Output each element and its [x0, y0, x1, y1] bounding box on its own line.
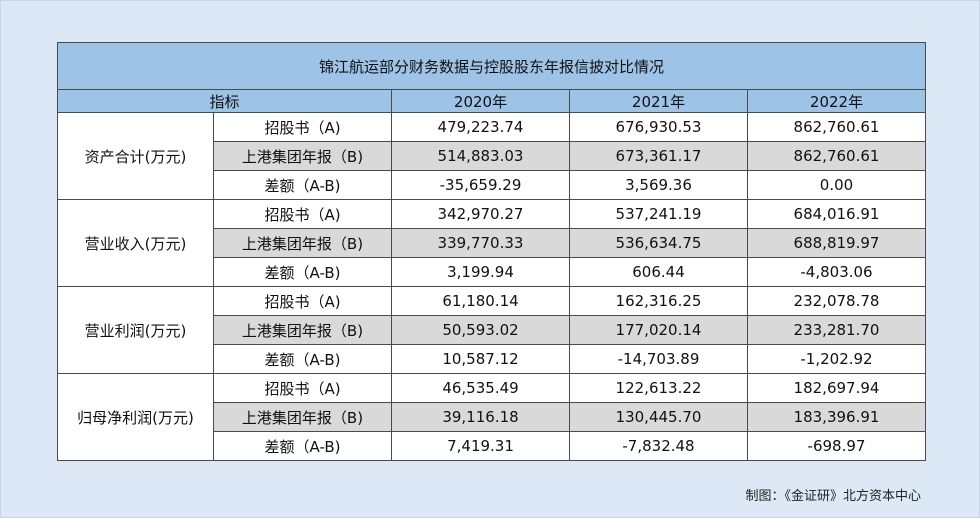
table-row: 归母净利润(万元) 招股书（A) 46,535.49 122,613.22 18… [57, 373, 926, 461]
cell-value: 684,016.91 [747, 199, 926, 229]
metric-label: 营业利润(万元) [57, 286, 214, 374]
header-year-2020: 2020年 [391, 89, 570, 113]
table-row: 营业收入(万元) 招股书（A) 342,970.27 537,241.19 68… [57, 199, 926, 287]
metric-label: 营业收入(万元) [57, 199, 214, 287]
header-year-2021: 2021年 [569, 89, 748, 113]
table-row: 差额（A-B) 10,587.12 -14,703.89 -1,202.92 [58, 344, 926, 374]
cell-value: -4,803.06 [747, 257, 926, 287]
cell-value: 232,078.78 [747, 286, 926, 316]
cell-value: -698.97 [747, 431, 926, 461]
cell-value: 162,316.25 [569, 286, 748, 316]
table-row: 上港集团年报（B) 39,116.18 130,445.70 183,396.9… [58, 402, 926, 432]
cell-value: 61,180.14 [391, 286, 570, 316]
row-label: 差额（A-B) [213, 431, 392, 461]
row-label: 招股书（A) [213, 199, 392, 229]
cell-value: 182,697.94 [747, 373, 926, 403]
table-row: 资产合计(万元) 招股书（A) 479,223.74 676,930.53 86… [57, 112, 926, 200]
cell-value: 233,281.70 [747, 315, 926, 345]
table-title: 锦江航运部分财务数据与控股股东年报信披对比情况 [57, 42, 926, 90]
cell-value: -14,703.89 [569, 344, 748, 374]
cell-value: 479,223.74 [391, 112, 570, 142]
header-indicator: 指标 [57, 89, 392, 113]
table-row: 上港集团年报（B) 514,883.03 673,361.17 862,760.… [58, 141, 926, 171]
row-label: 差额（A-B) [213, 344, 392, 374]
row-label: 招股书（A) [213, 112, 392, 142]
cell-value: 537,241.19 [569, 199, 748, 229]
cell-value: 10,587.12 [391, 344, 570, 374]
row-label: 招股书（A) [213, 286, 392, 316]
cell-value: 3,569.36 [569, 170, 748, 200]
cell-value: 0.00 [747, 170, 926, 200]
cell-value: 39,116.18 [391, 402, 570, 432]
source-credit: 制图：《金证研》北方资本中心 [745, 489, 921, 504]
row-label: 上港集团年报（B) [213, 402, 392, 432]
cell-value: 177,020.14 [569, 315, 748, 345]
cell-value: 183,396.91 [747, 402, 926, 432]
table-row: 上港集团年报（B) 339,770.33 536,634.75 688,819.… [58, 228, 926, 258]
cell-value: 3,199.94 [391, 257, 570, 287]
cell-value: 688,819.97 [747, 228, 926, 258]
cell-value: 673,361.17 [569, 141, 748, 171]
cell-value: 862,760.61 [747, 141, 926, 171]
cell-value: -7,832.48 [569, 431, 748, 461]
row-label: 差额（A-B) [213, 170, 392, 200]
table-row: 营业利润(万元) 招股书（A) 61,180.14 162,316.25 232… [57, 286, 926, 374]
cell-value: 342,970.27 [391, 199, 570, 229]
comparison-table: 锦江航运部分财务数据与控股股东年报信披对比情况 指标 2020年 2021年 2… [57, 42, 926, 461]
metric-label: 资产合计(万元) [57, 112, 214, 200]
row-label: 上港集团年报（B) [213, 141, 392, 171]
metric-label: 归母净利润(万元) [57, 373, 214, 461]
header-row: 指标 2020年 2021年 2022年 [57, 89, 926, 113]
cell-value: 676,930.53 [569, 112, 748, 142]
cell-value: 339,770.33 [391, 228, 570, 258]
cell-value: 50,593.02 [391, 315, 570, 345]
header-year-2022: 2022年 [747, 89, 926, 113]
cell-value: 130,445.70 [569, 402, 748, 432]
table-row: 差额（A-B) -35,659.29 3,569.36 0.00 [58, 170, 926, 200]
cell-value: 122,613.22 [569, 373, 748, 403]
table-row: 差额（A-B) 7,419.31 -7,832.48 -698.97 [58, 431, 926, 461]
table-row: 差额（A-B) 3,199.94 606.44 -4,803.06 [58, 257, 926, 287]
cell-value: -1,202.92 [747, 344, 926, 374]
row-label: 招股书（A) [213, 373, 392, 403]
row-label: 上港集团年报（B) [213, 315, 392, 345]
cell-value: 862,760.61 [747, 112, 926, 142]
row-label: 差额（A-B) [213, 257, 392, 287]
row-label: 上港集团年报（B) [213, 228, 392, 258]
cell-value: 606.44 [569, 257, 748, 287]
cell-value: 536,634.75 [569, 228, 748, 258]
cell-value: 46,535.49 [391, 373, 570, 403]
cell-value: 514,883.03 [391, 141, 570, 171]
cell-value: -35,659.29 [391, 170, 570, 200]
title-row: 锦江航运部分财务数据与控股股东年报信披对比情况 [57, 42, 926, 90]
cell-value: 7,419.31 [391, 431, 570, 461]
